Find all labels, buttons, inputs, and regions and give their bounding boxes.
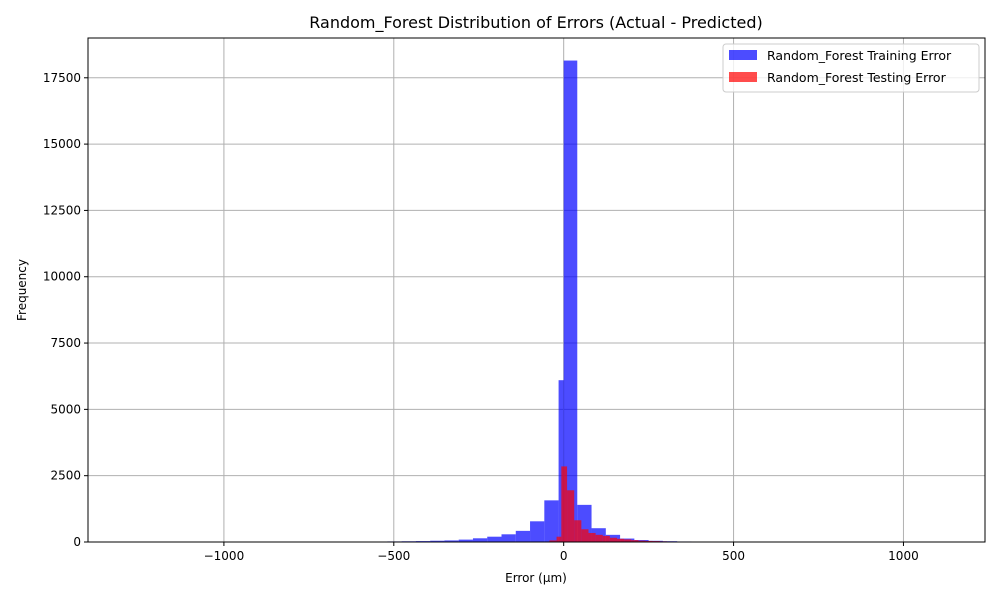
y-tick-label: 12500 [43,203,81,217]
legend-box [722,43,980,93]
y-axis-label: Frequency [15,259,29,321]
training-error-bar [458,539,473,542]
training-error-bar [501,534,516,542]
y-tick-label: 10000 [43,270,81,284]
testing-error-bar [567,490,575,542]
testing-error-bar [588,532,596,542]
axis-ticks: −1000 −500 0 500 100002500500075001000012500… [43,71,919,563]
chart-title: Random_Forest Distribution of Errors (Ac… [309,13,762,33]
x-tick-label: 1000 [888,549,919,563]
training-error-bar [563,60,578,543]
histogram-bars [302,60,760,543]
testing-error-bar [561,466,568,542]
y-tick-label: 5000 [50,402,81,416]
testing-error-bar [602,535,610,542]
training-error-bar [544,500,559,542]
x-tick-label: 500 [722,549,745,563]
testing-error-bar [617,538,625,542]
testing-error-bar [624,539,632,542]
training-error-bar [515,530,531,542]
testing-error-bar [638,540,646,542]
testing-error-bar [556,536,562,542]
y-tick-label: 17500 [43,71,81,85]
legend-label-testing: Random_Forest Testing Error [767,70,947,85]
y-tick-label: 2500 [50,469,81,483]
legend-swatch-training [729,50,757,60]
training-error-bar [430,540,445,542]
training-error-bar [487,536,502,542]
x-tick-label: 0 [560,549,568,563]
testing-error-bar [645,540,653,542]
testing-error-bar [609,537,618,542]
legend-swatch-testing [729,72,757,82]
x-tick-label: −1000 [204,549,245,563]
testing-error-bar [581,529,589,542]
testing-error-bar [574,520,582,542]
training-error-bar [472,538,488,542]
training-error-bar [558,380,564,542]
testing-error-bar [631,540,639,542]
training-error-bar [530,521,545,542]
legend: Random_Forest Training Error Random_Fore… [722,43,980,93]
testing-error-bar [549,540,557,542]
legend-label-training: Random_Forest Training Error [767,48,952,63]
training-error-bar [444,540,459,542]
x-axis-label: Error (µm) [505,571,567,585]
plot-frame [87,37,986,543]
y-tick-label: 15000 [43,137,81,151]
testing-error-bar [595,534,603,542]
x-tick-label: −500 [377,549,410,563]
y-tick-label: 7500 [50,336,81,350]
y-tick-label: 0 [73,535,81,549]
